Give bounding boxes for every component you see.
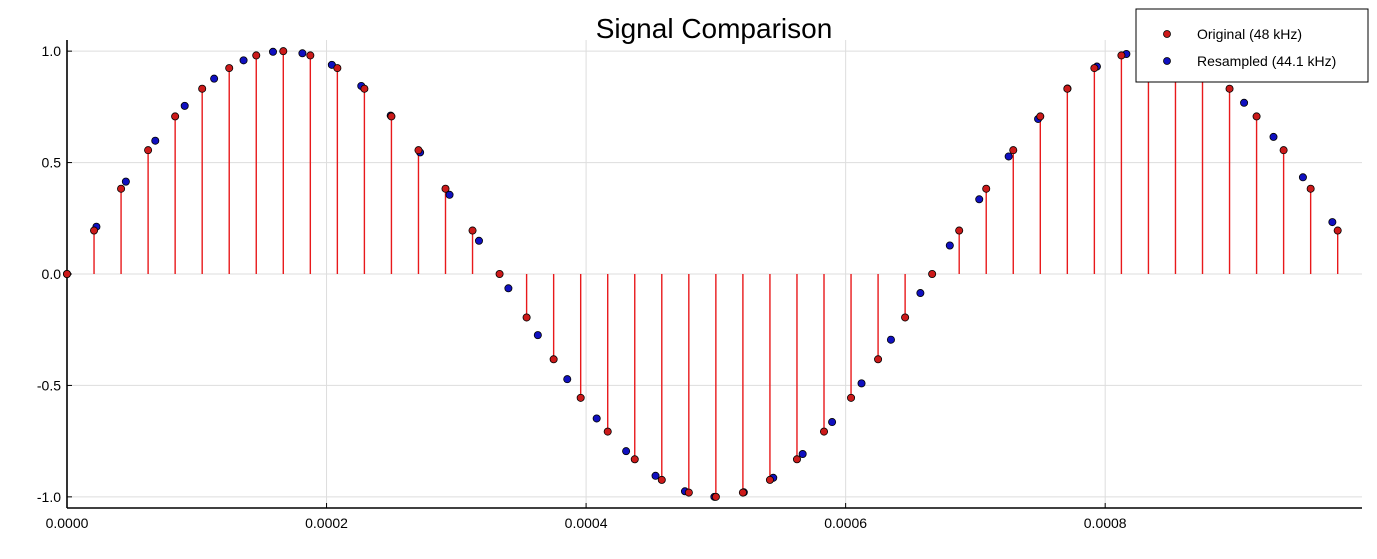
point-resampled (445, 190, 454, 199)
point-original (144, 146, 153, 155)
point-original (792, 455, 801, 464)
point-resampled (151, 136, 160, 145)
point-original (901, 313, 910, 322)
point-resampled (1269, 132, 1278, 141)
point-resampled (886, 335, 895, 344)
point-resampled (828, 418, 837, 427)
point-resampled (651, 471, 660, 480)
point-resampled (474, 236, 483, 245)
point-original (1306, 184, 1315, 193)
x-tick-label: 0.0008 (1084, 515, 1127, 531)
point-resampled (121, 177, 130, 186)
point-resampled (916, 289, 925, 298)
point-original (1063, 84, 1072, 93)
point-original (171, 112, 180, 121)
point-original (225, 64, 234, 73)
point-original (441, 184, 450, 193)
point-original (820, 427, 829, 436)
x-tick-label: 0.0000 (46, 515, 89, 531)
legend-label-original: Original (48 kHz) (1197, 26, 1302, 42)
point-original (657, 475, 666, 484)
y-tick-label: -0.5 (37, 377, 61, 393)
point-resampled (975, 195, 984, 204)
point-original (982, 184, 991, 193)
point-original (468, 226, 477, 235)
y-tick-label: 0.5 (42, 155, 62, 171)
point-resampled (268, 47, 277, 56)
point-resampled (298, 49, 307, 58)
point-resampled (504, 284, 513, 293)
point-resampled (622, 447, 631, 456)
point-original (252, 51, 261, 60)
legend-marker-original (1163, 30, 1171, 38)
legend-label-resampled: Resampled (44.1 kHz) (1197, 53, 1336, 69)
point-original (522, 313, 531, 322)
point-original (117, 184, 126, 193)
point-resampled (1328, 218, 1337, 227)
chart-title: Signal Comparison (596, 13, 833, 44)
point-original (198, 84, 207, 93)
point-original (1009, 146, 1018, 155)
stem-lines (93, 51, 1339, 497)
point-original (1036, 112, 1045, 121)
point-original (955, 226, 964, 235)
point-original (1117, 51, 1126, 60)
point-original (847, 393, 856, 402)
legend-box (1135, 8, 1369, 83)
point-resampled (1298, 173, 1307, 182)
y-tick-label: -1.0 (37, 489, 61, 505)
point-resampled (857, 379, 866, 388)
point-original (360, 84, 369, 93)
point-original (684, 488, 693, 497)
point-resampled (1004, 152, 1013, 161)
y-tick-label: 1.0 (42, 43, 62, 59)
y-tick-label: 0.0 (42, 266, 62, 282)
point-original (711, 492, 720, 501)
point-original (414, 146, 423, 155)
point-resampled (180, 101, 189, 110)
point-original (279, 47, 288, 56)
point-original (603, 427, 612, 436)
point-original (1225, 84, 1234, 93)
point-original (738, 488, 747, 497)
x-tick-label: 0.0006 (824, 515, 867, 531)
point-original (1090, 64, 1099, 73)
point-resampled (945, 241, 954, 250)
point-original (63, 269, 72, 278)
point-original (1279, 146, 1288, 155)
point-original (576, 393, 585, 402)
point-original (928, 269, 937, 278)
point-resampled (592, 414, 601, 423)
grid-lines (67, 40, 1362, 508)
point-resampled (798, 450, 807, 459)
point-original (549, 355, 558, 364)
x-tick-label: 0.0002 (305, 515, 348, 531)
point-original (333, 64, 342, 73)
point-resampled (1240, 98, 1249, 107)
point-original (90, 226, 99, 235)
point-resampled (239, 56, 248, 65)
point-original (1252, 112, 1261, 121)
point-resampled (563, 375, 572, 384)
x-tick-label: 0.0004 (565, 515, 608, 531)
point-resampled (210, 74, 219, 83)
point-original (765, 475, 774, 484)
legend-marker-resampled (1163, 57, 1171, 65)
point-original (874, 355, 883, 364)
point-original (495, 269, 504, 278)
legend: Original (48 kHz) Resampled (44.1 kHz) (1135, 8, 1369, 83)
point-resampled (533, 331, 542, 340)
point-original (387, 112, 396, 121)
point-original (630, 455, 639, 464)
point-original (306, 51, 315, 60)
tick-labels: 0.0000 0.0002 0.0004 0.0006 0.0008 -1.0 -0.5 0.… (37, 43, 1127, 531)
point-original (1333, 226, 1342, 235)
